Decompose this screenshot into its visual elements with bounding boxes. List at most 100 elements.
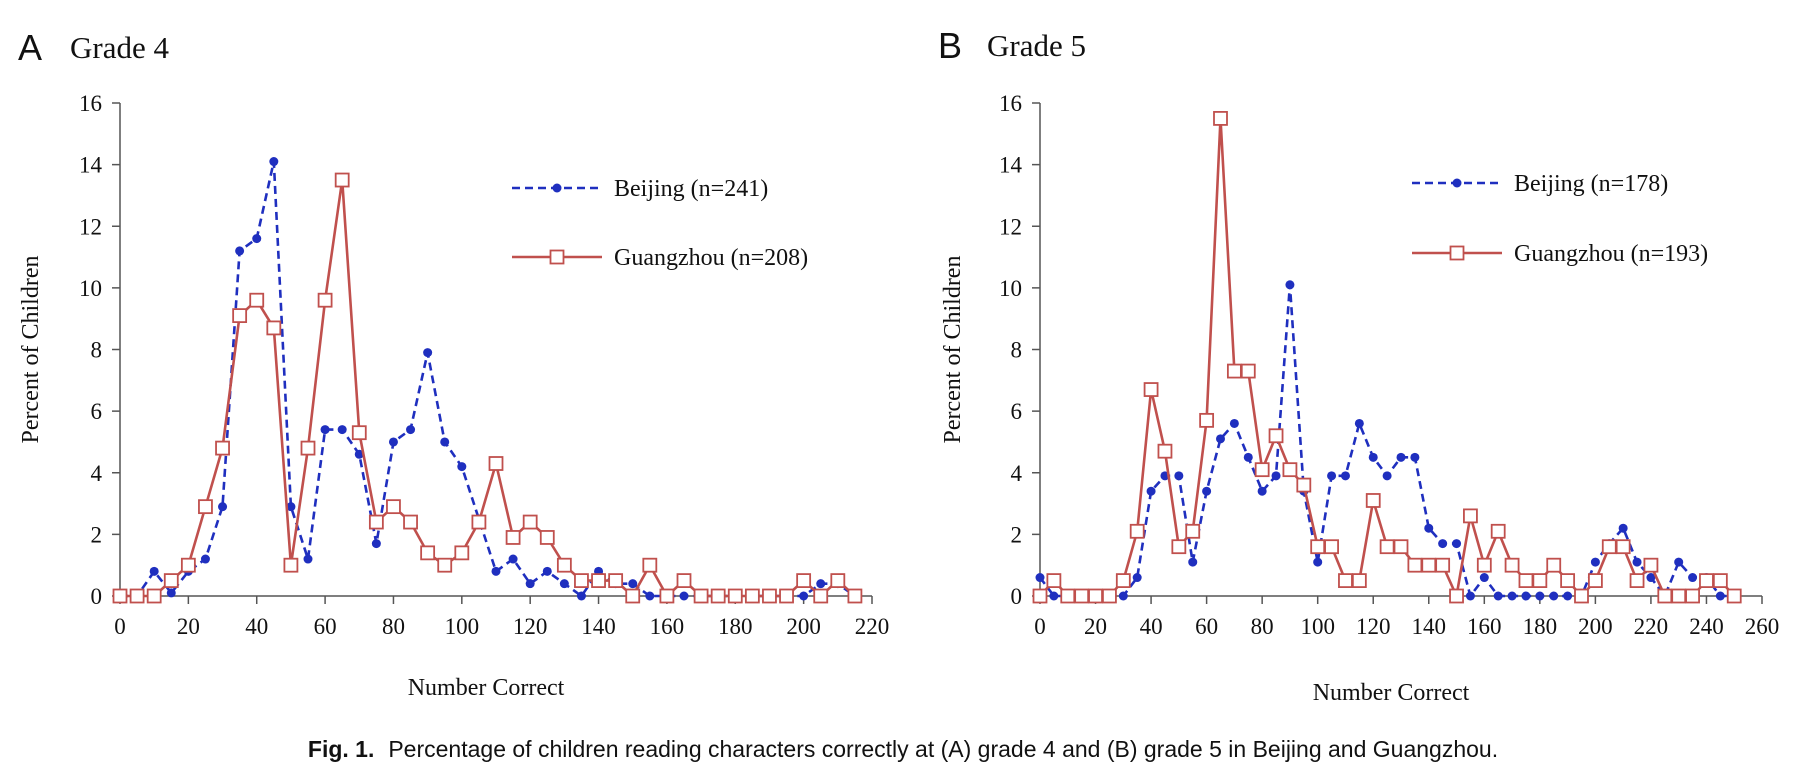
y-tick-label: 6 — [1011, 399, 1023, 424]
data-point-beijing — [1285, 280, 1295, 290]
data-point-beijing — [1146, 486, 1156, 496]
data-point-beijing — [235, 246, 245, 256]
panel-title: Grade 4 — [70, 30, 169, 65]
y-tick-label: 8 — [91, 338, 103, 363]
x-axis-label: Number Correct — [1313, 680, 1470, 706]
data-point-beijing — [816, 579, 826, 589]
data-point-guangzhou — [676, 573, 692, 588]
y-axis-label: Percent of Children — [940, 256, 966, 444]
data-point-beijing — [423, 348, 433, 358]
data-point-beijing — [799, 591, 809, 601]
x-tick-label: 20 — [1084, 614, 1107, 639]
x-tick-label: 160 — [650, 614, 685, 639]
panel-letter: B — [938, 25, 962, 66]
data-point-guangzhou — [1338, 573, 1353, 588]
data-point-guangzhou — [386, 499, 401, 515]
data-point-guangzhou — [1171, 539, 1187, 555]
data-point-guangzhou — [1546, 557, 1562, 573]
legend-label: Beijing (n=241) — [614, 176, 768, 202]
data-point-beijing — [645, 591, 655, 601]
data-point-beijing — [457, 462, 467, 472]
y-tick-label: 10 — [999, 276, 1022, 301]
data-point-beijing — [354, 449, 364, 459]
data-point-guangzhou — [642, 557, 658, 573]
data-point-beijing — [218, 502, 228, 512]
y-tick-label: 14 — [79, 153, 103, 178]
x-tick-label: 100 — [1300, 614, 1335, 639]
data-point-beijing — [1618, 523, 1628, 533]
y-tick-label: 12 — [999, 214, 1022, 239]
data-point-beijing — [576, 591, 586, 601]
data-point-guangzhou — [437, 557, 453, 573]
y-tick-label: 16 — [79, 91, 102, 116]
panel-title: Grade 5 — [987, 28, 1086, 63]
data-point-guangzhou — [796, 573, 812, 588]
data-point-guangzhou — [1393, 539, 1409, 555]
data-point-beijing — [303, 554, 313, 564]
data-point-beijing — [559, 579, 569, 589]
data-point-guangzhou — [522, 514, 538, 530]
data-point-guangzhou — [1268, 428, 1284, 444]
data-point-beijing — [1549, 591, 1559, 601]
data-point-guangzhou — [1379, 539, 1395, 555]
legend-marker — [549, 249, 565, 265]
data-point-guangzhou — [112, 588, 128, 604]
data-point-beijing — [1354, 418, 1364, 428]
data-point-guangzhou — [1240, 363, 1256, 379]
figure-caption: Fig. 1. Percentage of children reading ch… — [0, 736, 1806, 763]
data-point-guangzhou — [1282, 462, 1298, 478]
data-point-guangzhou — [1129, 523, 1145, 539]
data-point-beijing — [542, 566, 552, 576]
data-point-guangzhou — [1296, 477, 1312, 493]
y-axis-label: Percent of Children — [18, 256, 44, 444]
data-point-beijing — [1590, 557, 1600, 567]
data-point-guangzhou — [1449, 588, 1464, 604]
x-tick-label: 140 — [581, 614, 616, 639]
data-point-beijing — [1035, 573, 1045, 583]
data-point-guangzhou — [488, 456, 504, 471]
data-point-guangzhou — [163, 573, 179, 588]
data-point-guangzhou — [591, 573, 606, 588]
data-point-beijing — [440, 437, 450, 447]
data-point-beijing — [1216, 434, 1225, 444]
data-point-guangzhou — [693, 588, 709, 604]
data-point-guangzhou — [249, 292, 265, 308]
data-point-beijing — [1188, 557, 1198, 567]
legend-marker — [552, 183, 562, 193]
data-point-beijing — [1049, 591, 1059, 601]
data-point-guangzhou — [1643, 557, 1659, 573]
data-point-beijing — [149, 566, 159, 576]
data-point-beijing — [1410, 452, 1420, 462]
legend-label: Guangzhou (n=208) — [614, 245, 808, 271]
data-point-beijing — [320, 425, 330, 435]
x-tick-label: 0 — [114, 614, 126, 639]
data-point-beijing — [1479, 573, 1489, 583]
data-point-beijing — [525, 579, 535, 589]
x-tick-label: 20 — [177, 614, 200, 639]
data-point-guangzhou — [403, 514, 418, 530]
data-point-guangzhou — [215, 440, 230, 456]
data-point-beijing — [1243, 452, 1253, 462]
data-point-guangzhou — [1657, 588, 1673, 604]
data-point-beijing — [628, 579, 638, 589]
data-point-beijing — [491, 566, 501, 576]
data-point-guangzhou — [1463, 508, 1478, 524]
data-point-guangzhou — [1490, 523, 1506, 539]
x-tick-label: 120 — [513, 614, 548, 639]
y-tick-label: 8 — [1011, 338, 1023, 363]
x-tick-label: 160 — [1467, 614, 1502, 639]
y-tick-label: 2 — [91, 522, 103, 547]
series-line-guangzhou — [120, 178, 856, 598]
data-point-guangzhou — [283, 557, 299, 573]
data-point-guangzhou — [454, 545, 470, 561]
data-point-guangzhou — [300, 440, 316, 456]
legend-marker — [1449, 245, 1465, 261]
legend-label: Guangzhou (n=193) — [1514, 241, 1708, 267]
data-point-guangzhou — [625, 588, 641, 604]
data-point-beijing — [1313, 557, 1323, 567]
data-point-guangzhou — [1407, 557, 1423, 573]
data-point-guangzhou — [710, 588, 726, 604]
x-tick-label: 40 — [245, 614, 268, 639]
x-tick-label: 200 — [786, 614, 821, 639]
x-tick-label: 40 — [1140, 614, 1163, 639]
